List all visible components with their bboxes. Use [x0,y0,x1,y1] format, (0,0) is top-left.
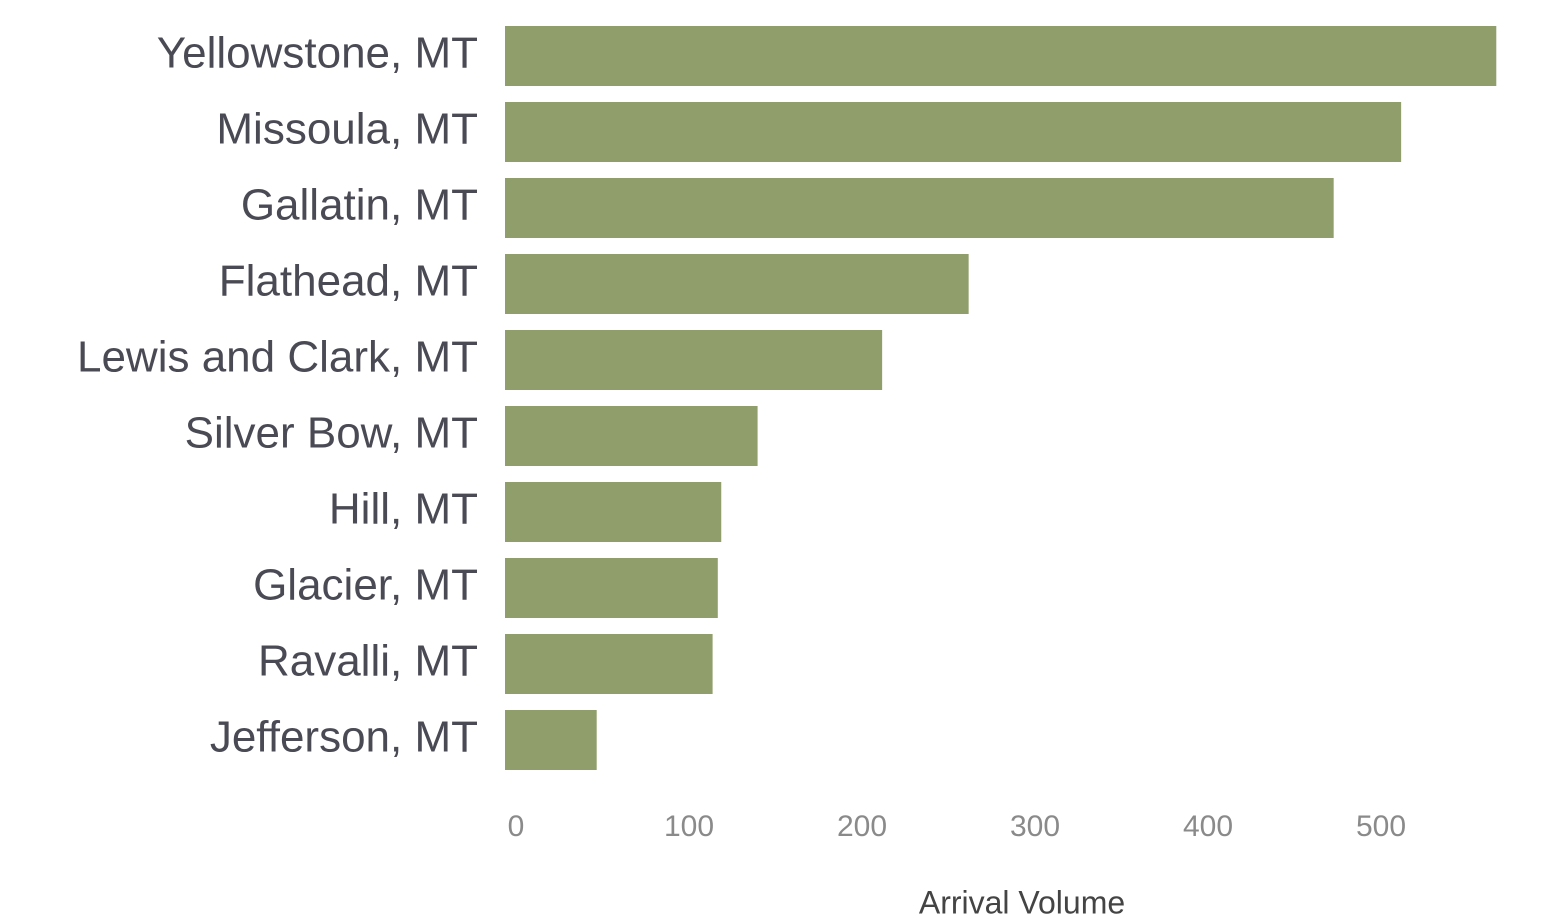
bar [505,710,597,770]
y-tick-label: Yellowstone, MT [157,29,478,78]
bar [505,634,713,694]
y-tick-label: Silver Bow, MT [185,409,478,458]
bar [505,102,1402,162]
y-tick-label: Hill, MT [329,485,478,534]
bar [505,26,1497,86]
y-tick-label: Gallatin, MT [241,181,478,230]
x-tick-label: 100 [664,810,714,843]
y-tick-label: Glacier, MT [253,561,478,610]
x-tick-label: 0 [508,810,525,843]
bar [505,178,1334,238]
x-tick-label: 500 [1356,810,1406,843]
bar [505,330,883,390]
bar [505,254,969,314]
x-axis-title: Arrival Volume [919,884,1125,920]
y-tick-label: Jefferson, MT [210,713,478,762]
y-tick-label: Flathead, MT [219,257,478,306]
bar [505,558,718,618]
y-tick-label: Ravalli, MT [258,637,478,686]
y-tick-label: Lewis and Clark, MT [77,333,478,382]
x-tick-label: 200 [837,810,887,843]
x-tick-label: 400 [1183,810,1233,843]
bar [505,482,722,542]
bar [505,406,758,466]
x-tick-label: 300 [1010,810,1060,843]
y-tick-label: Missoula, MT [216,105,478,154]
